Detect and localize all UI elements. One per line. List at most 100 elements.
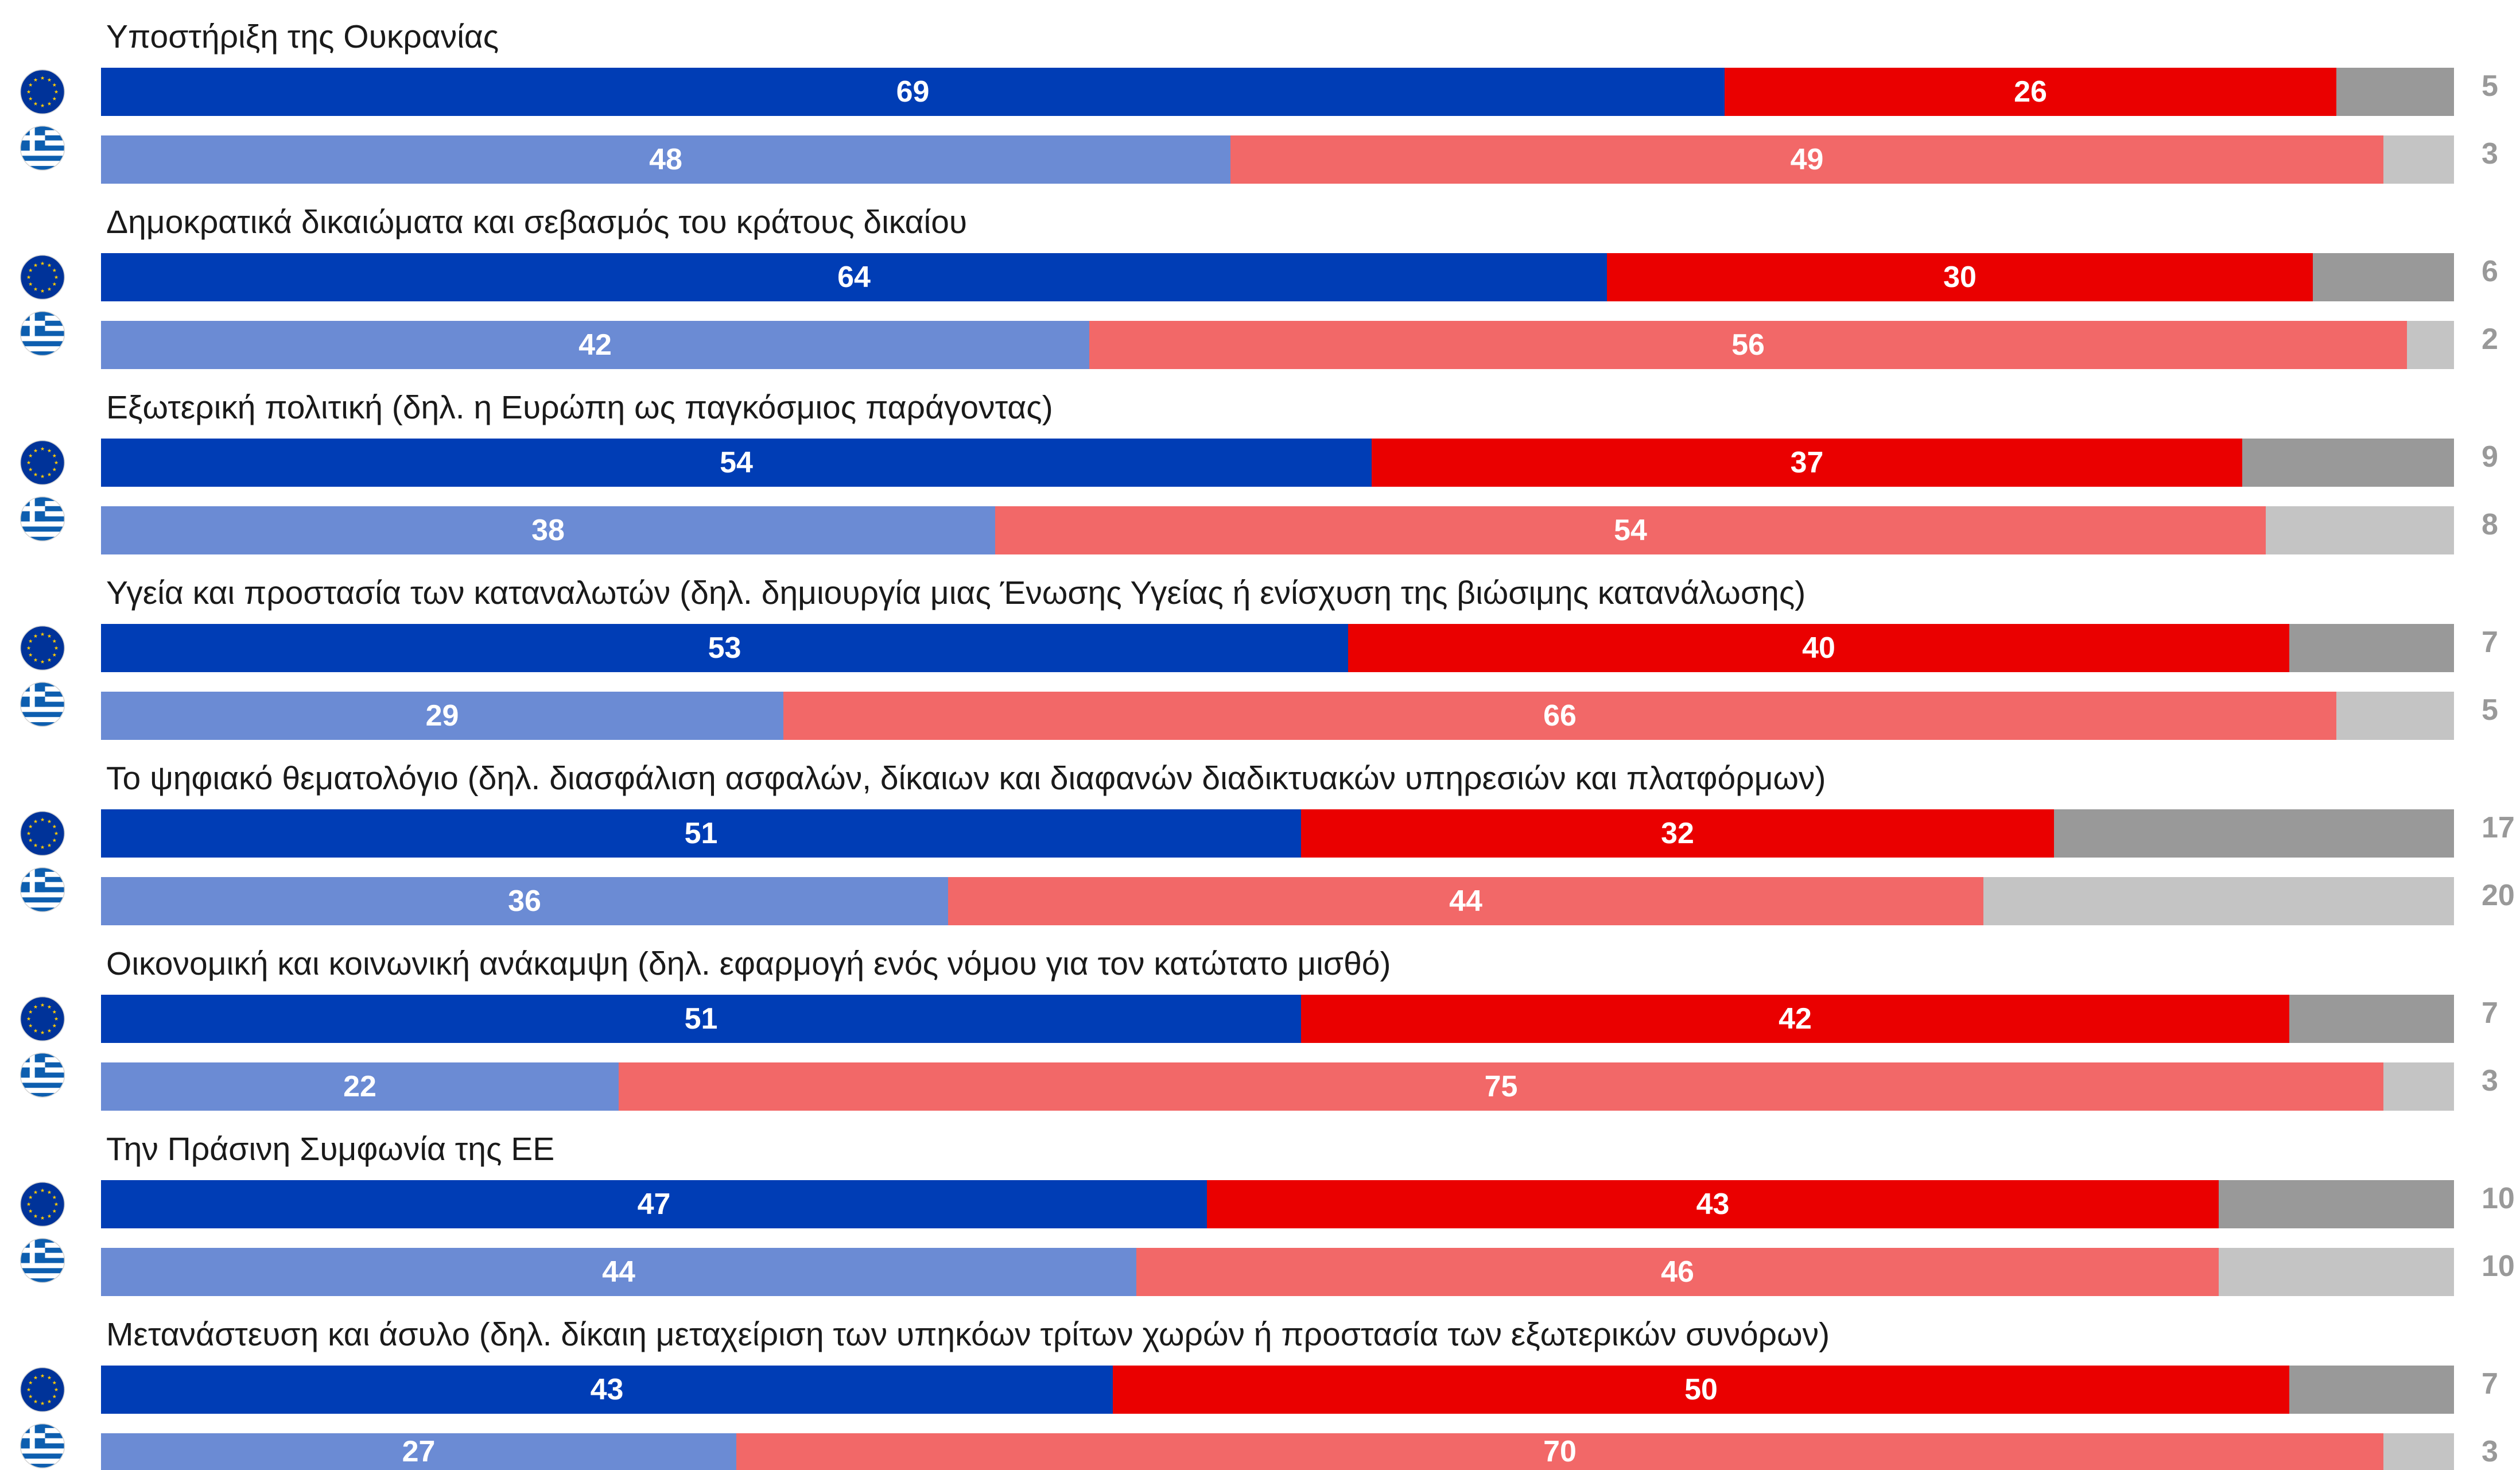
eu-flag-icon (20, 1367, 65, 1413)
bar-segment (2289, 624, 2454, 672)
bar-segment: 51 (101, 995, 1301, 1043)
stacked-bar: 36 44 (101, 877, 2454, 925)
stacked-bar: 48 49 (101, 135, 2454, 184)
bar-segment: 47 (101, 1180, 1207, 1228)
bar-segment: 44 (948, 877, 1983, 925)
bar-segment: 69 (101, 68, 1725, 116)
value-label: 54 (720, 448, 753, 478)
topic-group: Την Πράσινη Συμφωνία της ΕΕ 10 47 43 10 44 46 (0, 1133, 2520, 1318)
eu-flag-icon (20, 254, 65, 300)
topic-group: Δημοκρατικά δικαιώματα και σεβασμός του … (0, 206, 2520, 391)
topic-title: Το ψηφιακό θεματολόγιο (δηλ. διασφάλιση … (106, 762, 1826, 795)
bar-segment: 50 (1113, 1366, 2289, 1414)
bar-segment: 32 (1301, 809, 2054, 858)
stacked-bar: 69 26 (101, 68, 2454, 116)
bar-segment: 75 (619, 1062, 2383, 1111)
value-label: 43 (1696, 1189, 1730, 1219)
value-label: 70 (1543, 1437, 1577, 1467)
eu-flag-icon (20, 810, 65, 856)
topic-group: Υγεία και προστασία των καταναλωτών (δηλ… (0, 577, 2520, 762)
value-label: 69 (896, 77, 930, 107)
greece-flag-icon (20, 867, 65, 913)
outside-value-label: 3 (2482, 139, 2498, 169)
value-label: 64 (837, 262, 871, 292)
value-label: 32 (1661, 819, 1694, 848)
stacked-bar: 51 32 (101, 809, 2454, 858)
topic-title: Μετανάστευση και άσυλο (δηλ. δίκαιη μετα… (106, 1318, 1830, 1351)
bar-segment (2336, 68, 2454, 116)
bar-segment (2266, 506, 2454, 554)
greece-flag-icon (20, 125, 65, 171)
value-label: 66 (1543, 701, 1577, 731)
outside-value-label: 7 (2482, 998, 2498, 1028)
bar-segment: 27 (101, 1433, 736, 1470)
stacked-bar: 29 66 (101, 692, 2454, 740)
outside-value-label: 10 (2482, 1184, 2515, 1213)
outside-value-label: 9 (2482, 442, 2498, 472)
greece-flag-icon (20, 311, 65, 356)
bar-segment: 40 (1348, 624, 2289, 672)
bar-segment: 48 (101, 135, 1230, 184)
bar-segment: 30 (1607, 253, 2313, 301)
bar-segment: 70 (736, 1433, 2383, 1470)
value-label: 50 (1684, 1375, 1718, 1405)
outside-value-label: 17 (2482, 813, 2515, 843)
value-label: 29 (426, 701, 459, 731)
outside-value-label: 20 (2482, 881, 2515, 910)
bar-segment (2242, 439, 2454, 487)
bar-segment: 53 (101, 624, 1348, 672)
topic-group: Εξωτερική πολιτική (δηλ. η Ευρώπη ως παγ… (0, 391, 2520, 577)
bar-segment (2383, 1433, 2454, 1470)
stacked-bar: 42 56 (101, 321, 2454, 369)
value-label: 51 (685, 819, 718, 848)
value-label: 27 (402, 1437, 436, 1467)
bar-segment: 26 (1725, 68, 2336, 116)
bar-segment (2336, 692, 2454, 740)
topic-group: Οικονομική και κοινωνική ανάκαμψη (δηλ. … (0, 948, 2520, 1133)
bar-segment: 36 (101, 877, 948, 925)
stacked-bar: 44 46 (101, 1248, 2454, 1296)
bar-segment: 29 (101, 692, 783, 740)
outside-value-label: 2 (2482, 324, 2498, 354)
eu-flag-icon (20, 69, 65, 115)
outside-value-label: 5 (2482, 71, 2498, 101)
outside-value-label: 7 (2482, 627, 2498, 657)
bar-segment: 64 (101, 253, 1607, 301)
bar-segment: 49 (1230, 135, 2383, 184)
outside-value-label: 3 (2482, 1066, 2498, 1096)
greece-flag-icon (20, 1052, 65, 1098)
stacked-bar: 54 37 (101, 439, 2454, 487)
value-label: 22 (343, 1072, 376, 1101)
stacked-bar: 38 54 (101, 506, 2454, 554)
value-label: 54 (1614, 515, 1647, 545)
value-label: 46 (1661, 1257, 1694, 1287)
bar-segment: 43 (1207, 1180, 2219, 1228)
bar-segment (2219, 1180, 2454, 1228)
bar-segment (2219, 1248, 2454, 1296)
topic-title: Δημοκρατικά δικαιώματα και σεβασμός του … (106, 206, 967, 239)
outside-value-label: 6 (2482, 257, 2498, 286)
greece-flag-icon (20, 1423, 65, 1469)
value-label: 48 (649, 145, 682, 174)
topic-title: Οικονομική και κοινωνική ανάκαμψη (δηλ. … (106, 948, 1391, 980)
value-label: 42 (1779, 1004, 1812, 1034)
value-label: 75 (1485, 1072, 1518, 1101)
greece-flag-icon (20, 681, 65, 727)
topic-title: Εξωτερική πολιτική (δηλ. η Ευρώπη ως παγ… (106, 391, 1053, 424)
bar-segment: 43 (101, 1366, 1113, 1414)
bar-segment: 46 (1136, 1248, 2219, 1296)
bar-segment: 22 (101, 1062, 619, 1111)
topic-title: Την Πράσινη Συμφωνία της ΕΕ (106, 1133, 554, 1166)
bar-segment (1983, 877, 2454, 925)
eu-flag-icon (20, 996, 65, 1042)
topic-title: Υποστήριξη της Ουκρανίας (106, 21, 499, 53)
value-label: 37 (1791, 448, 1824, 478)
bar-segment (2054, 809, 2454, 858)
topic-title: Υγεία και προστασία των καταναλωτών (δηλ… (106, 577, 1805, 610)
value-label: 42 (578, 330, 612, 360)
bar-segment: 56 (1089, 321, 2407, 369)
bar-segment: 38 (101, 506, 995, 554)
eu-flag-icon (20, 625, 65, 671)
bar-segment (2289, 1366, 2454, 1414)
bar-segment: 44 (101, 1248, 1136, 1296)
